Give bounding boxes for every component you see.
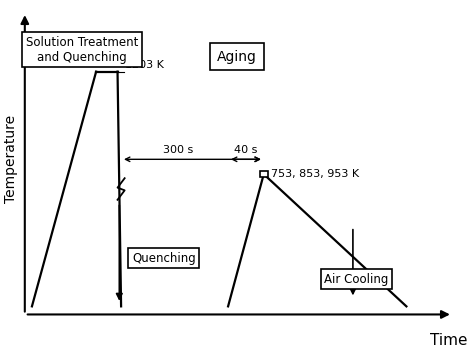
Text: 300 s: 300 s (163, 145, 193, 155)
Text: Aging: Aging (217, 49, 257, 64)
Text: 753, 853, 953 K: 753, 853, 953 K (271, 169, 359, 179)
Text: Temperature: Temperature (3, 115, 18, 203)
Text: 60 s: 60 s (95, 39, 118, 49)
Text: 40 s: 40 s (234, 145, 257, 155)
Text: Quenching: Quenching (132, 252, 196, 265)
Text: Air Cooling: Air Cooling (324, 273, 389, 286)
Text: 180 s: 180 s (46, 39, 76, 49)
Text: 1203 K: 1203 K (125, 60, 164, 70)
Text: Time: Time (430, 333, 468, 348)
Bar (260, 171, 268, 177)
Text: Solution Treatment
and Quenching: Solution Treatment and Quenching (26, 36, 138, 64)
